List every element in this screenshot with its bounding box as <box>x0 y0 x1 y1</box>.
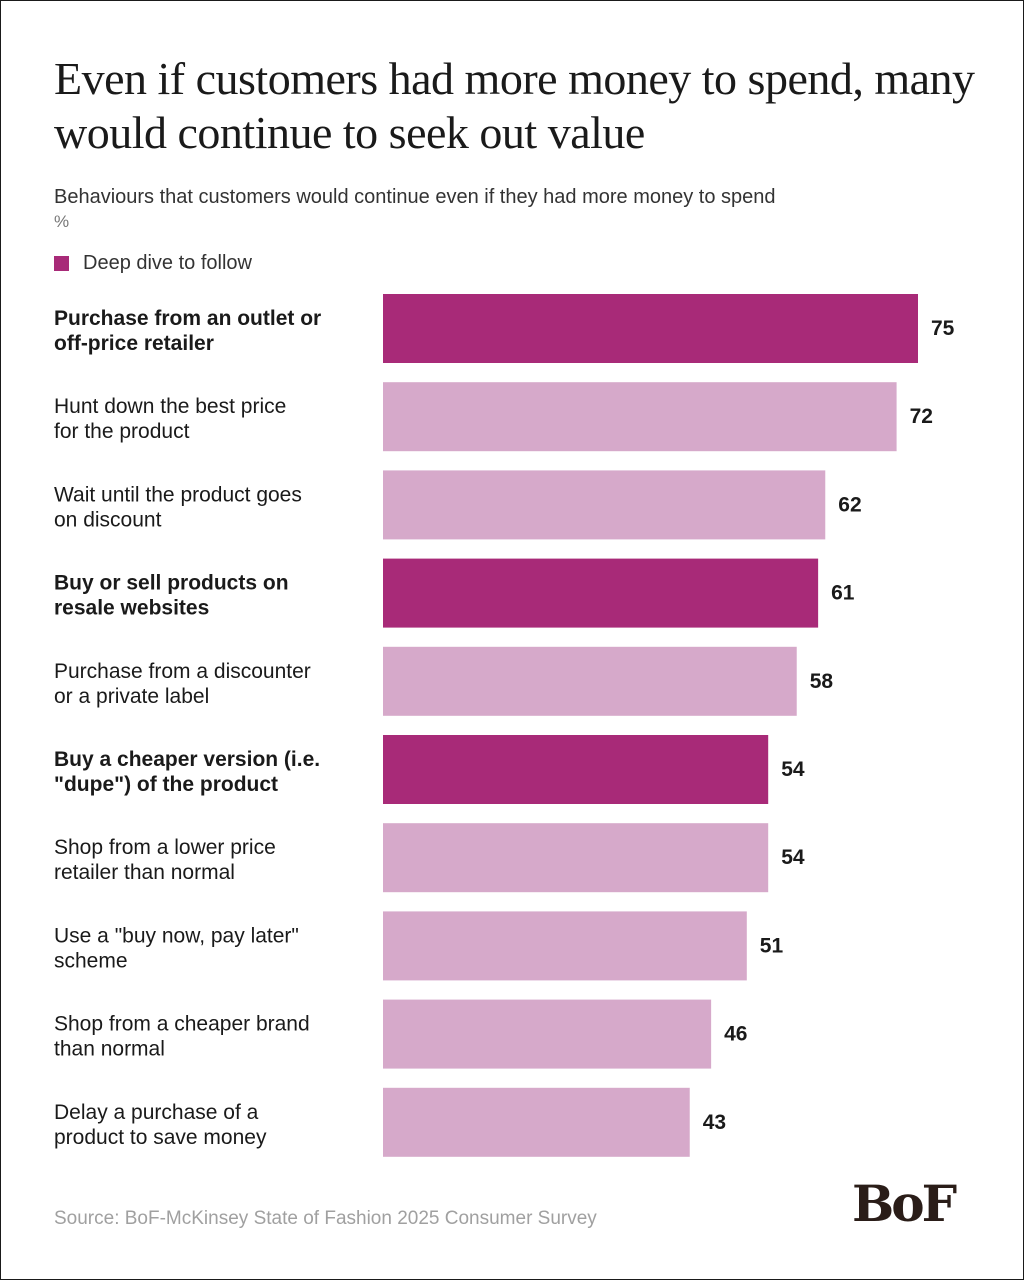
category-label: Delay a purchase of a product to save mon… <box>54 1101 267 1149</box>
category-label: Hunt down the best price for the product <box>54 395 286 443</box>
bof-logo: BoF <box>852 1174 957 1233</box>
bar <box>383 999 712 1069</box>
bar <box>383 735 769 804</box>
bar <box>383 823 769 893</box>
category-label: Wait until the product goes on discount <box>54 483 302 531</box>
source-note: Source: BoF-McKinsey State of Fashion 20… <box>54 1208 597 1229</box>
legend-swatch <box>54 256 69 271</box>
category-label: Buy a cheaper version (i.e. "dupe") of th… <box>54 748 320 796</box>
bar <box>383 646 797 716</box>
data-label: 75 <box>931 317 955 340</box>
data-label: 51 <box>760 934 784 957</box>
legend-label: Deep dive to follow <box>83 252 252 274</box>
data-label: 58 <box>810 670 834 693</box>
data-label: 43 <box>703 1111 726 1134</box>
chart-title: Even if customers had more money to spen… <box>54 53 975 158</box>
category-label: Purchase from a discounter or a private l… <box>54 660 311 708</box>
category-label: Buy or sell products on resale websites <box>54 572 289 620</box>
data-label: 46 <box>724 1023 747 1046</box>
chart-subtitle: Behaviours that customers would continue… <box>54 186 776 208</box>
category-label: Shop from a cheaper brand than normal <box>54 1013 310 1061</box>
bar <box>383 470 826 540</box>
data-label: 72 <box>910 405 933 428</box>
category-label: Purchase from an outlet or off-price reta… <box>54 307 321 355</box>
bar <box>383 1087 690 1157</box>
bar <box>383 382 897 452</box>
unit-label: % <box>54 212 70 231</box>
bar <box>383 911 747 981</box>
bar <box>383 558 819 628</box>
legend: Deep dive to follow <box>54 252 252 275</box>
data-label: 61 <box>831 582 855 605</box>
category-label: Use a "buy now, pay later" scheme <box>54 924 299 972</box>
bar <box>383 294 918 363</box>
data-label: 54 <box>781 758 805 781</box>
category-label: Shop from a lower price retailer than nor… <box>54 836 276 884</box>
data-label: 62 <box>838 493 861 516</box>
data-label: 54 <box>781 846 805 869</box>
